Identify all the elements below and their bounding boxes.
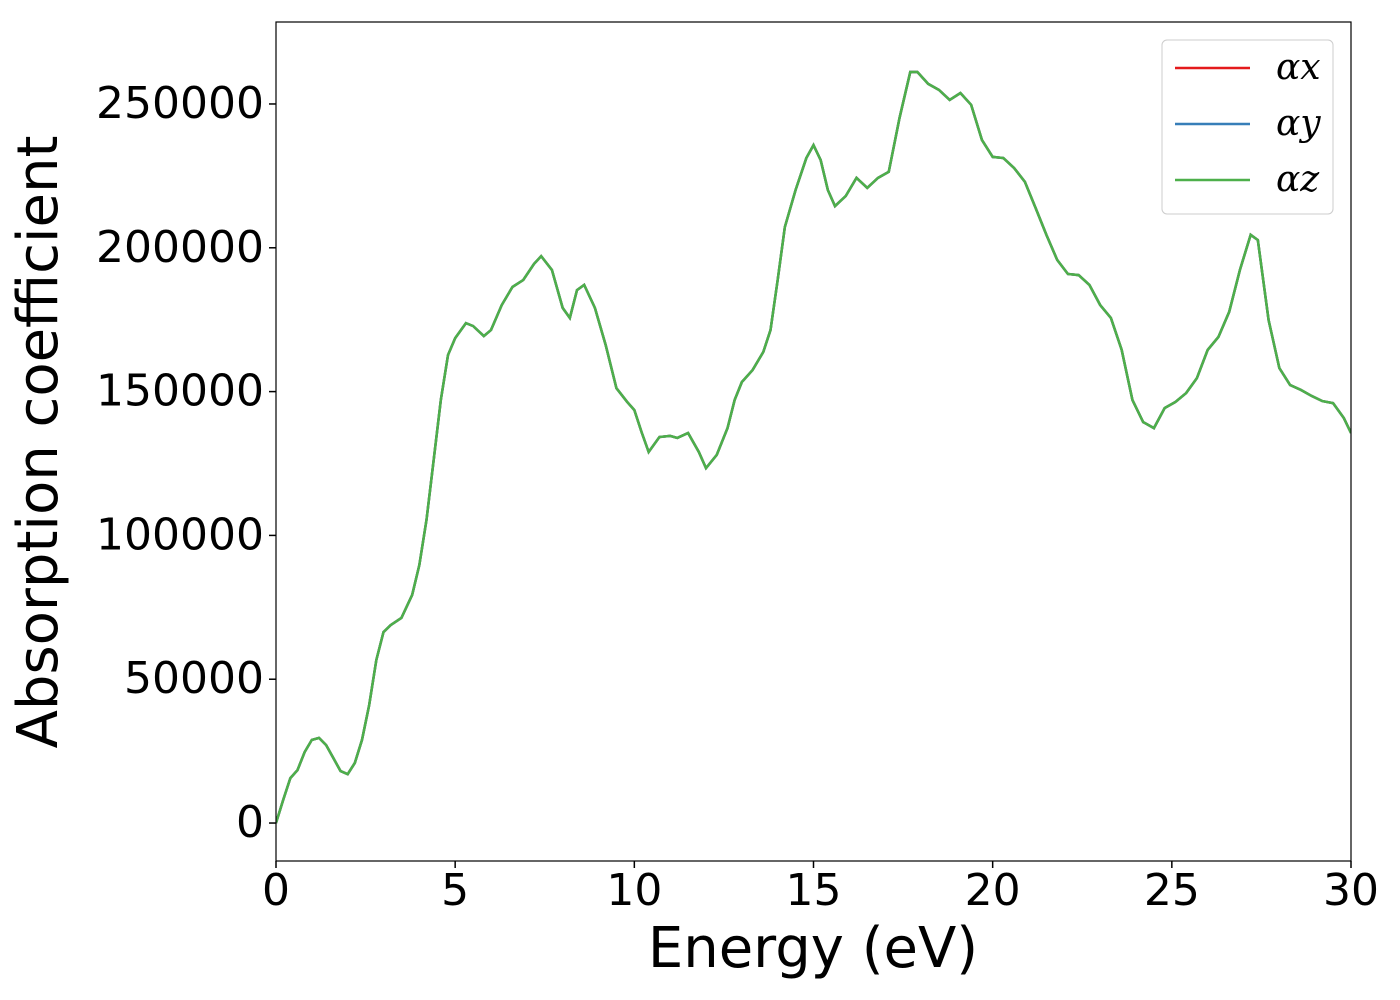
y-axis-label: Absorption coefficient — [6, 136, 71, 749]
y-tick-label: 150000 — [96, 366, 264, 417]
legend-label: αz — [1276, 159, 1320, 200]
legend-label: αx — [1276, 47, 1321, 88]
x-axis-label: Energy (eV) — [648, 916, 978, 981]
x-tick-label: 20 — [965, 865, 1021, 916]
x-tick-label: 30 — [1323, 865, 1379, 916]
y-tick-label: 200000 — [96, 222, 264, 273]
series-line — [276, 70, 1351, 824]
x-tick-label: 5 — [441, 865, 469, 916]
x-tick-label: 10 — [606, 865, 662, 916]
y-tick-label: 0 — [236, 797, 264, 848]
y-tick-label: 50000 — [124, 653, 264, 704]
x-tick-label: 15 — [786, 865, 842, 916]
x-tick-label: 0 — [262, 865, 290, 916]
x-tick-label: 25 — [1144, 865, 1200, 916]
plot-lines — [276, 70, 1351, 824]
legend-label: αy — [1276, 103, 1321, 144]
y-tick-label: 250000 — [96, 78, 264, 129]
y-tick-label: 100000 — [96, 509, 264, 560]
legend-box — [1161, 39, 1334, 215]
plot-frame — [275, 21, 1352, 862]
